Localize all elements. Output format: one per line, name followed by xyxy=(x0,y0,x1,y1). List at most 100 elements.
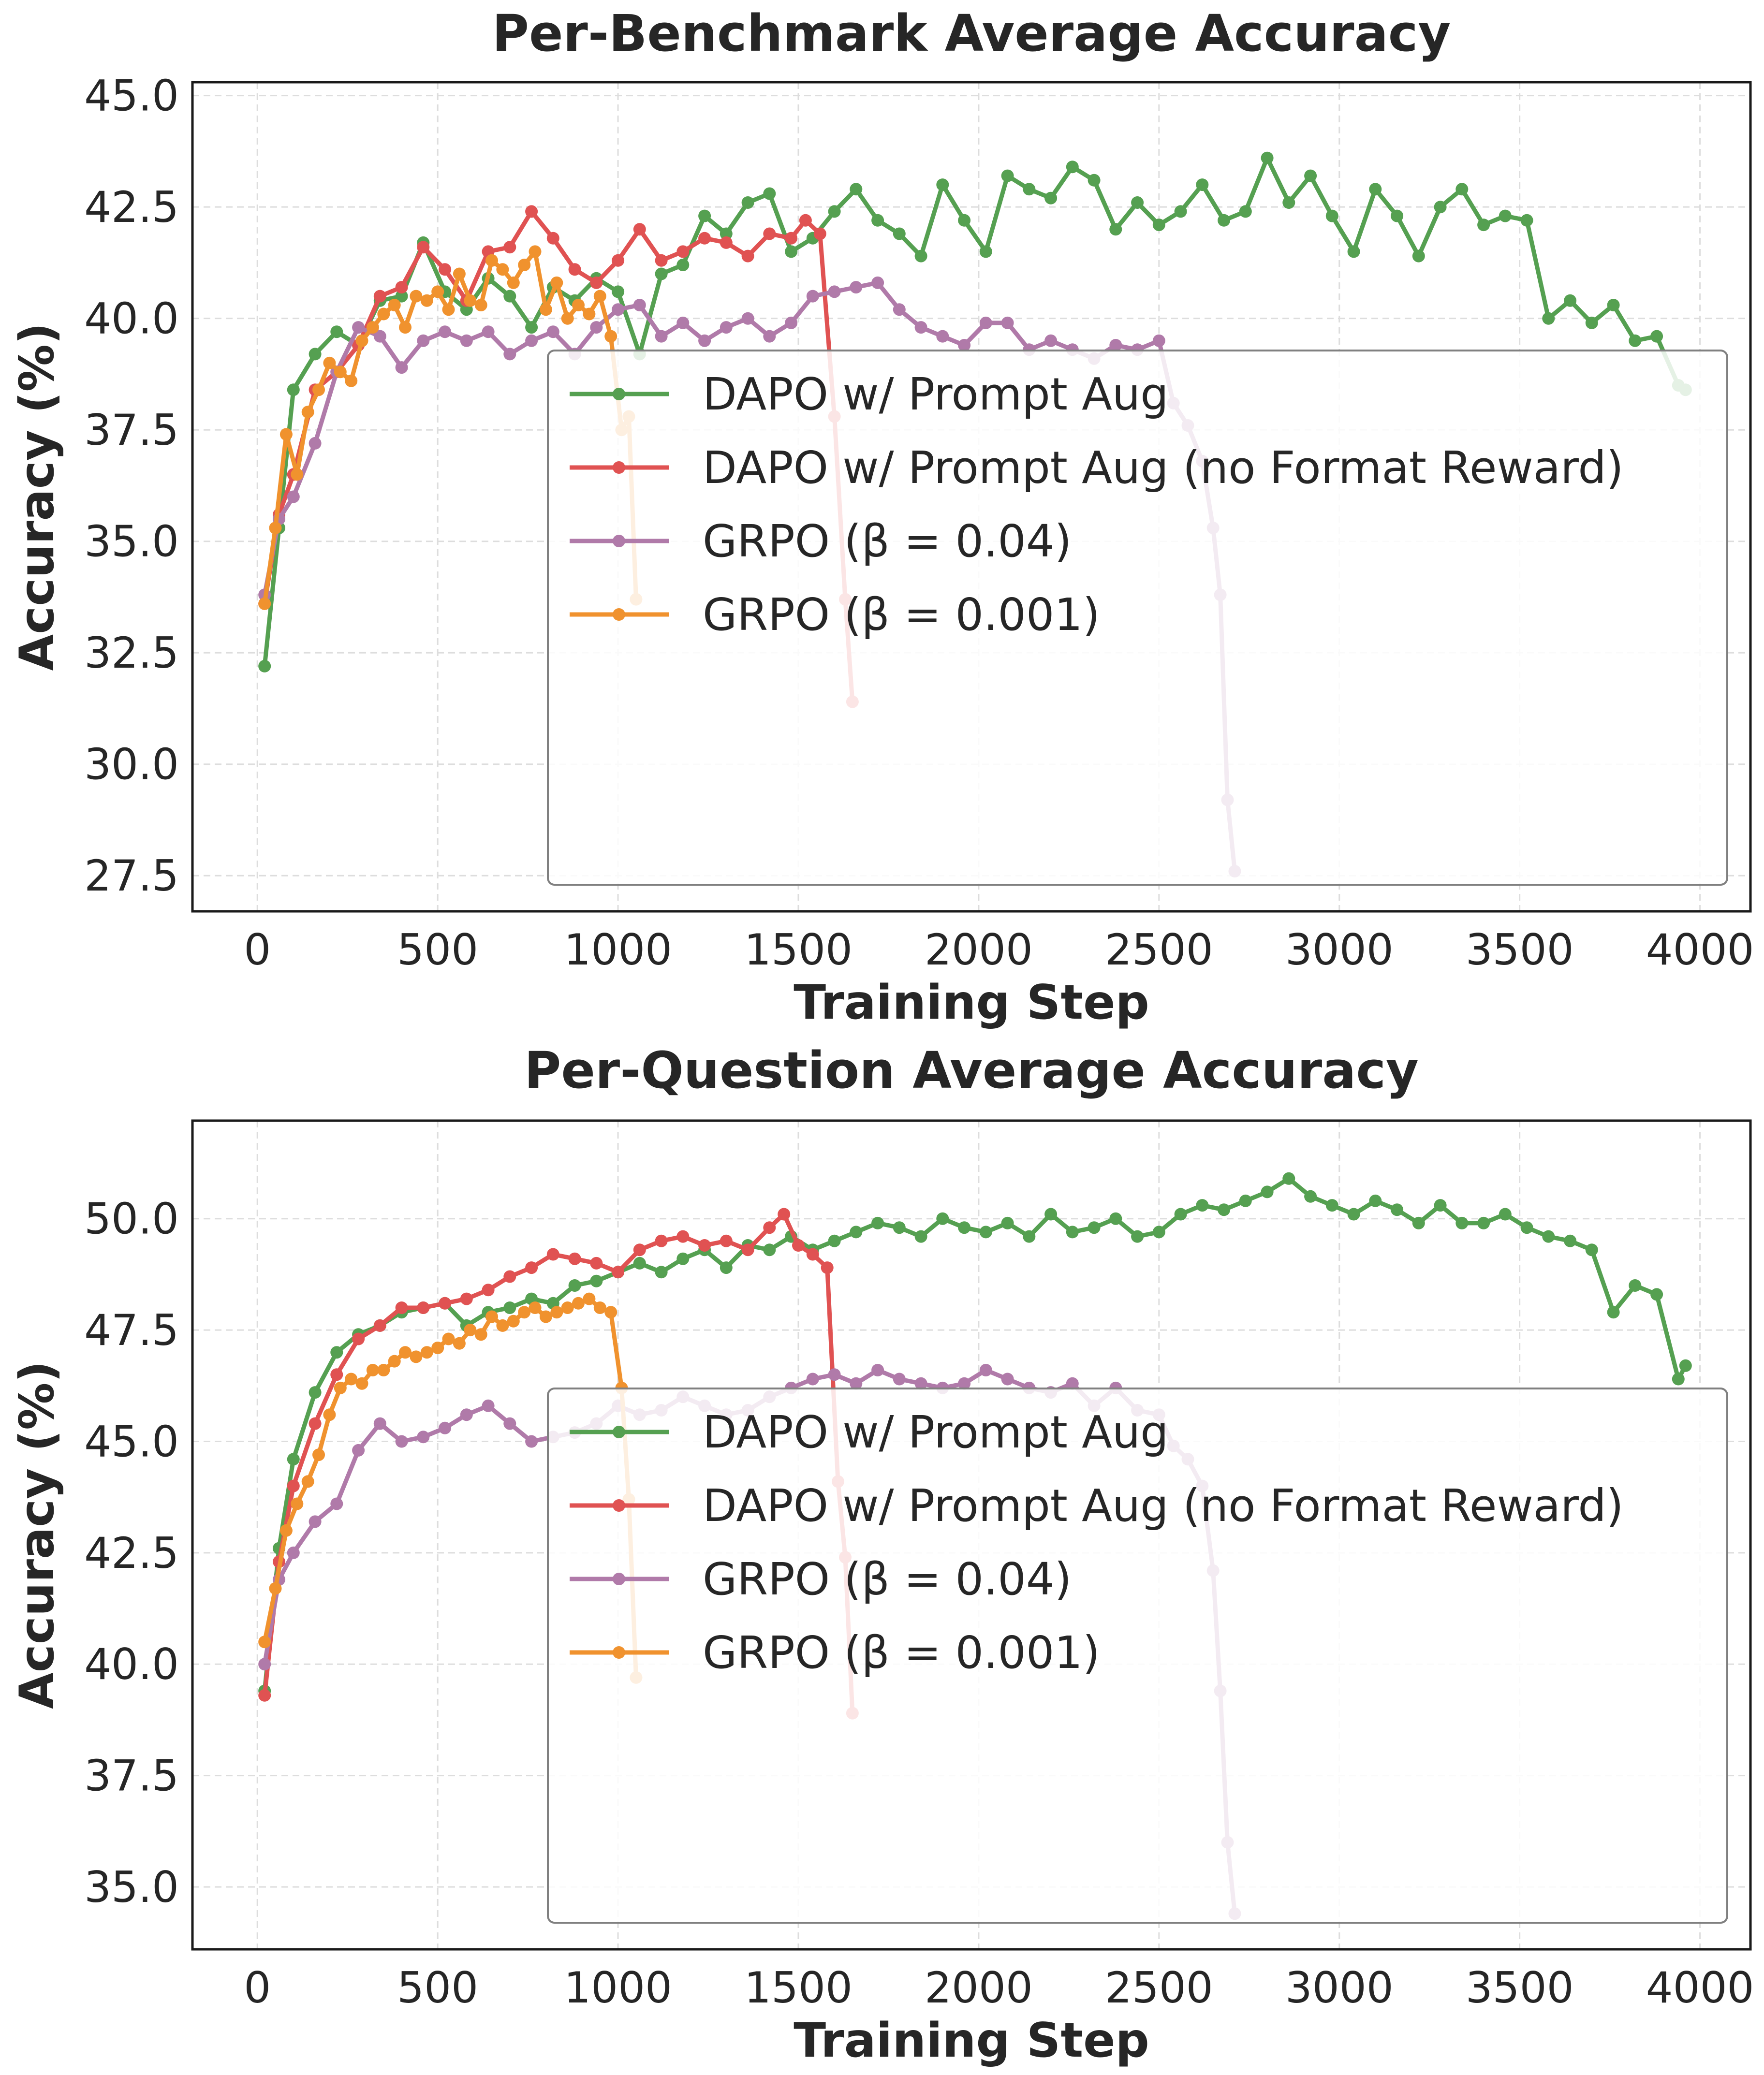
data-point xyxy=(936,1213,949,1225)
data-point xyxy=(633,223,646,235)
data-point xyxy=(1001,170,1014,182)
data-point xyxy=(676,1253,689,1265)
data-point xyxy=(442,303,455,316)
data-point xyxy=(396,1301,408,1314)
data-point xyxy=(1023,1230,1035,1243)
x-tick-label: 500 xyxy=(397,925,478,975)
legend-label: DAPO w/ Prompt Aug (no Format Reward) xyxy=(703,442,1624,494)
data-point xyxy=(655,330,668,343)
data-point xyxy=(720,236,733,249)
data-point xyxy=(604,330,617,343)
data-point xyxy=(1131,196,1144,209)
data-point xyxy=(287,1480,300,1492)
y-tick-label: 37.5 xyxy=(84,1751,179,1801)
data-point xyxy=(763,1243,776,1256)
data-point xyxy=(453,268,466,280)
y-axis-label: Accuracy (%) xyxy=(10,322,65,671)
data-point xyxy=(569,263,581,276)
legend-marker xyxy=(613,1573,625,1585)
data-point xyxy=(742,312,754,325)
data-point xyxy=(850,1226,862,1238)
data-point xyxy=(590,1275,603,1287)
data-point xyxy=(396,281,408,293)
y-tick-label: 50.0 xyxy=(84,1194,179,1244)
data-point xyxy=(828,285,841,298)
data-point xyxy=(763,330,776,343)
data-point xyxy=(529,245,542,258)
data-point xyxy=(1679,1359,1692,1372)
data-point xyxy=(309,1515,322,1528)
data-point xyxy=(323,357,336,369)
data-point xyxy=(850,183,862,195)
y-tick-label: 35.0 xyxy=(84,1862,179,1912)
data-point xyxy=(485,1311,498,1323)
data-point xyxy=(1391,1203,1403,1216)
data-point xyxy=(980,245,992,258)
data-point xyxy=(352,1333,365,1345)
data-point xyxy=(980,1364,992,1376)
data-point xyxy=(799,214,812,227)
data-point xyxy=(1455,1217,1468,1229)
data-point xyxy=(720,1235,733,1247)
data-point xyxy=(460,335,473,347)
data-point xyxy=(417,1301,429,1314)
data-point xyxy=(367,321,379,334)
data-point xyxy=(1044,1208,1057,1221)
data-point xyxy=(460,1408,473,1421)
data-point xyxy=(431,1342,444,1354)
data-point xyxy=(330,325,343,338)
data-point xyxy=(1175,205,1187,218)
x-tick-label: 500 xyxy=(397,1963,478,2013)
data-point xyxy=(540,303,552,316)
data-point xyxy=(807,1373,819,1386)
data-point xyxy=(742,1243,754,1256)
data-point xyxy=(374,290,386,303)
data-point xyxy=(1153,1226,1165,1238)
data-point xyxy=(330,1346,343,1359)
data-point xyxy=(1175,1208,1187,1221)
data-point xyxy=(482,325,495,338)
y-tick-label: 27.5 xyxy=(84,851,179,901)
data-point xyxy=(720,1261,733,1274)
data-point xyxy=(915,321,927,334)
data-point xyxy=(655,1235,668,1247)
data-point xyxy=(871,277,884,289)
data-point xyxy=(421,1346,433,1359)
data-point xyxy=(352,321,365,334)
data-point xyxy=(915,1230,927,1243)
data-point xyxy=(482,1400,495,1412)
x-tick-label: 3000 xyxy=(1285,925,1394,975)
data-point xyxy=(612,285,624,298)
data-point xyxy=(1412,250,1425,263)
data-point xyxy=(1044,335,1057,347)
data-point xyxy=(258,660,271,672)
legend-marker xyxy=(613,461,625,474)
data-point xyxy=(676,245,689,258)
data-point xyxy=(367,1364,379,1376)
data-point xyxy=(936,330,949,343)
data-point xyxy=(345,1373,357,1386)
data-point xyxy=(1196,1199,1208,1212)
data-point xyxy=(612,1266,624,1278)
legend-item: DAPO w/ Prompt Aug (no Format Reward) xyxy=(570,1480,1624,1532)
x-tick-label: 1500 xyxy=(744,1963,853,2013)
data-point xyxy=(763,1221,776,1234)
x-tick-label: 1000 xyxy=(564,1963,672,2013)
chart-title: Per-Question Average Accuracy xyxy=(524,1041,1419,1100)
data-point xyxy=(503,348,516,360)
data-point xyxy=(1153,335,1165,347)
data-point xyxy=(612,303,624,316)
data-point xyxy=(1629,335,1641,347)
data-point xyxy=(1477,1217,1490,1229)
data-point xyxy=(417,335,429,347)
data-point xyxy=(1348,1208,1360,1221)
data-point xyxy=(374,1319,386,1332)
data-point xyxy=(547,1248,559,1261)
data-point xyxy=(525,205,538,218)
legend-label: GRPO (β = 0.04) xyxy=(703,515,1072,567)
x-tick-label: 4000 xyxy=(1646,925,1754,975)
x-tick-label: 4000 xyxy=(1646,1963,1754,2013)
data-point xyxy=(655,1266,668,1278)
data-point xyxy=(958,214,970,227)
data-point xyxy=(1521,1221,1533,1234)
